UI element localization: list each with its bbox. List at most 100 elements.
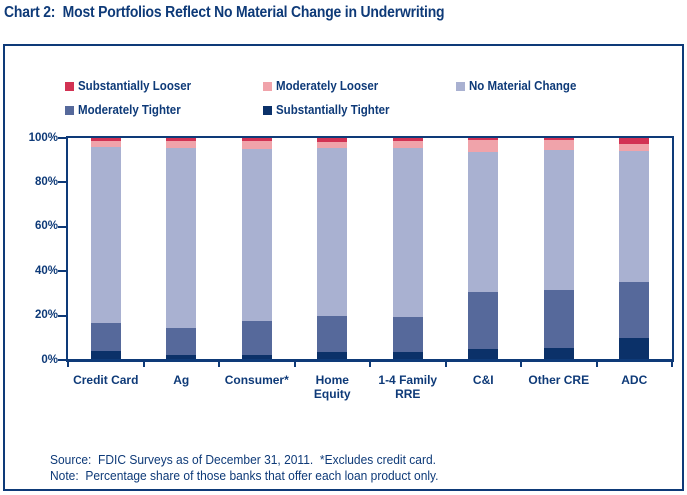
legend-item-substantially-looser: Substantially Looser [65,79,263,93]
x-tick-icon [595,362,598,367]
bar-ag [166,138,197,359]
x-tick-icon [293,362,296,367]
y-axis-label-60: 60% [34,220,58,233]
x-tick-icon [142,362,145,367]
bar-segment-moderately-looser [90,141,121,147]
chart-title: Chart 2: Most Portfolios Reflect No Mate… [4,4,445,21]
y-tick-icon [58,314,66,317]
category-label-ag: Ag [173,373,190,387]
y-tick-icon [58,181,66,184]
bar-segment-moderately-looser [392,141,423,148]
x-tick-icon [444,362,447,367]
bar-segment-substantially-tighter [90,351,121,359]
category-label-credit-card: Credit Card [73,373,139,387]
y-axis-label-20: 20% [34,309,58,322]
plot-area [66,136,674,362]
source-note: Source: FDIC Surveys as of December 31, … [50,453,436,467]
bar-segment-substantially-tighter [241,354,272,359]
bar-segment-moderately-looser [317,142,348,148]
bar-segment-moderately-looser [166,141,197,148]
x-tick-icon [520,362,522,367]
bar-segment-substantially-looser [543,138,574,141]
category-label-c-i: C&I [472,373,494,387]
bar-adc [619,138,650,359]
legend-swatch-no-material-change-icon [456,81,465,91]
bar-segment-substantially-tighter [543,347,574,359]
bar-consumer [241,138,272,359]
bar-segment-substantially-tighter [317,352,348,359]
bar-segment-moderately-tighter [241,321,272,355]
bar-segment-no-material-change [166,147,197,329]
legend-label: Moderately Tighter [78,103,181,117]
y-axis-label-0: 0% [41,353,58,366]
legend-label: Substantially Looser [78,79,192,93]
bar-segment-no-material-change [392,147,423,317]
bar-segment-no-material-change [90,146,121,323]
legend-item-moderately-looser: Moderately Looser [263,79,456,93]
legend-item-substantially-tighter: Substantially Tighter [263,103,399,117]
category-label-other-cre: Other CRE [528,373,590,387]
category-label-consumer: Consumer* [224,373,289,387]
bar-segment-moderately-tighter [392,317,423,353]
bar-other-cre [543,138,574,359]
x-tick-icon [67,362,69,367]
bar-segment-no-material-change [468,152,499,292]
bar-segment-moderately-tighter [317,315,348,353]
bar-segment-moderately-looser [241,141,272,150]
footer-notes: Source: FDIC Surveys as of December 31, … [50,452,455,484]
x-tick-icon [218,362,220,367]
x-tick-icon [369,362,371,367]
bar-segment-moderately-tighter [90,322,121,352]
category-label-home-equity: Home Equity [313,373,351,401]
y-tick-icon [58,225,66,228]
bar-segment-no-material-change [543,150,574,291]
bar-segment-substantially-looser [392,138,423,142]
legend-row-2: Moderately Tighter Substantially Tighter [65,103,399,117]
method-note: Note: Percentage share of those banks th… [50,469,439,483]
chart-panel: Substantially Looser Moderately Looser No … [3,44,684,491]
bar-segment-substantially-tighter [468,349,499,359]
bar-credit-card [90,138,121,359]
bar-segment-moderately-tighter [543,290,574,348]
bar-segment-moderately-looser [619,143,650,152]
bar-home-equity [317,138,348,359]
legend-label: Substantially Tighter [276,103,390,117]
legend-row-1: Substantially Looser Moderately Looser No … [65,79,586,93]
bar-segment-substantially-looser [317,138,348,143]
bar-segment-no-material-change [619,151,650,282]
bar-segment-substantially-tighter [392,352,423,359]
bar-segment-moderately-tighter [468,291,499,350]
y-tick-icon [58,270,66,273]
legend-item-no-material-change: No Material Change [456,79,586,93]
bar-segment-substantially-looser [619,138,650,144]
bar-segment-substantially-tighter [619,337,650,359]
y-axis-label-80: 80% [34,175,58,188]
bar-segment-substantially-tighter [166,354,197,359]
bar-segment-moderately-looser [543,140,574,151]
y-tick-icon [58,137,66,139]
bar-segment-moderately-looser [468,140,499,153]
legend-label: No Material Change [469,79,577,93]
bar-segment-substantially-looser [241,138,272,142]
bar-segment-substantially-looser [468,138,499,141]
bar-segment-substantially-looser [90,138,121,142]
legend-swatch-moderately-tighter-icon [65,105,74,115]
legend-swatch-substantially-tighter-icon [263,105,272,115]
bar-1-4-family-rre [392,138,423,359]
category-label-adc: ADC [621,373,648,387]
bar-c-i [468,138,499,359]
legend-label: Moderately Looser [276,79,379,93]
bar-segment-no-material-change [241,149,272,322]
legend-swatch-substantially-looser-icon [65,81,74,91]
bar-segment-moderately-tighter [619,281,650,338]
y-axis-label-100: 100% [28,131,58,144]
bar-segment-moderately-tighter [166,328,197,355]
bar-segment-substantially-looser [166,138,197,142]
y-tick-icon [58,359,66,361]
x-tick-icon [671,362,673,367]
legend-swatch-moderately-looser-icon [263,81,272,91]
bar-segment-no-material-change [317,147,348,316]
category-label-1-4-family-rre: 1-4 Family RRE [378,373,438,401]
legend-item-moderately-tighter: Moderately Tighter [65,103,263,117]
